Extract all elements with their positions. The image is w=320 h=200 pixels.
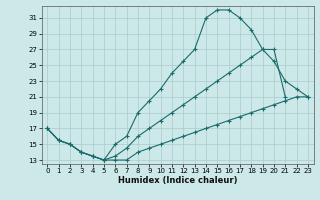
X-axis label: Humidex (Indice chaleur): Humidex (Indice chaleur) [118, 176, 237, 185]
